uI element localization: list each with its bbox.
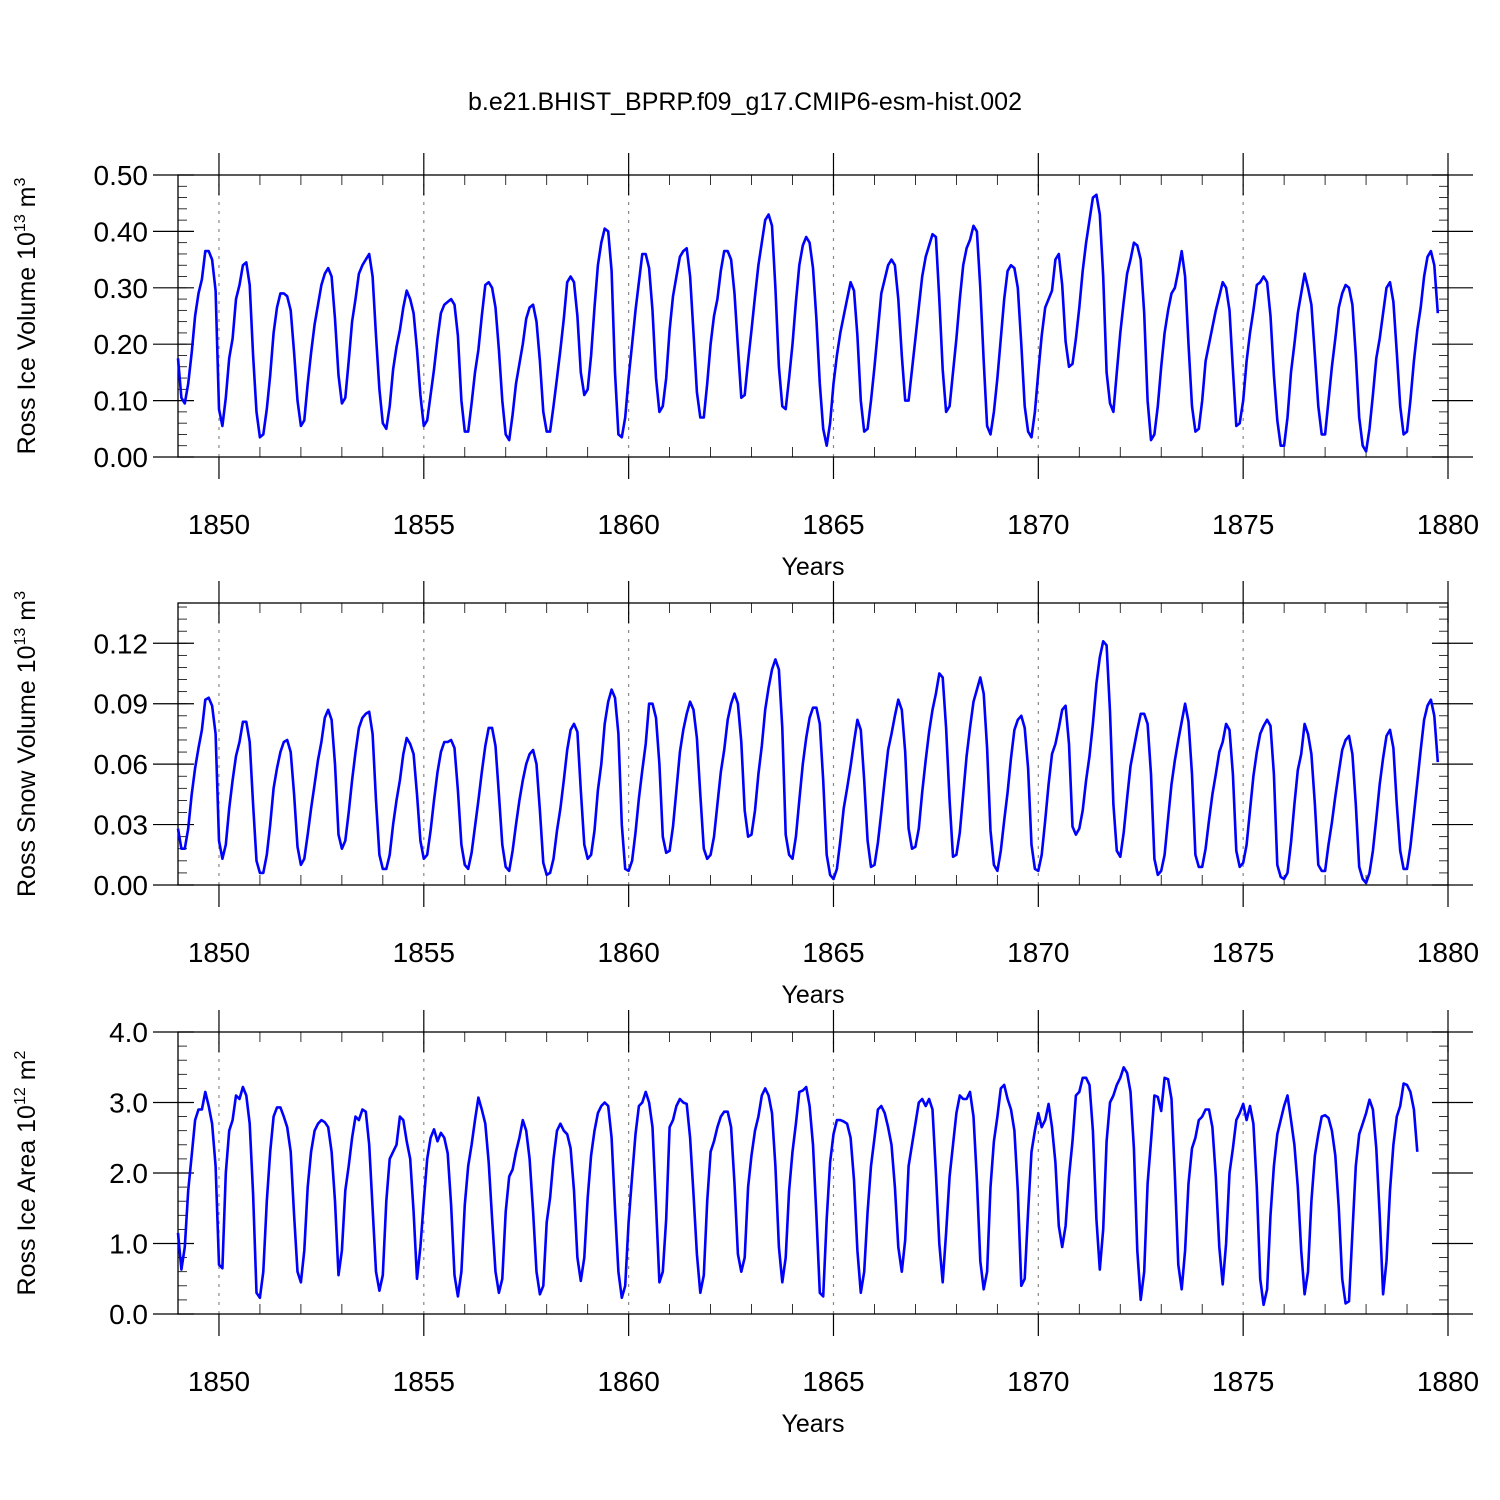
ice-area-x-tick-label: 1880 [1417, 1366, 1479, 1397]
ice-volume-y-label-text: Ross Ice Volume 10 [13, 232, 41, 454]
snow-volume-y-label-exp: 13 [12, 628, 29, 646]
ice-area-x-tick-label: 1875 [1212, 1366, 1274, 1397]
ice-volume-series-line [176, 193, 1440, 453]
snow-volume-x-tick-label: 1875 [1212, 937, 1274, 968]
snow-volume-series-line [176, 639, 1440, 885]
snow-volume-y-label-text: Ross Snow Volume 10 [13, 645, 41, 897]
ice-volume-x-tick-label: 1855 [393, 509, 455, 540]
ice-volume-x-tick-label: 1850 [188, 509, 250, 540]
snow-volume-y-tick-label: 0.00 [94, 870, 149, 901]
snow-volume-x-tick-label: 1870 [1007, 937, 1069, 968]
snow-volume-x-tick-label: 1865 [802, 937, 864, 968]
ice-area-plot-frame [177, 1031, 1449, 1315]
ice-area-x-tick-label: 1870 [1007, 1366, 1069, 1397]
ice-volume-y-axis-label: Ross Ice Volume 1013 m3 [12, 177, 41, 454]
chart-title: b.e21.BHIST_BPRP.f09_g17.CMIP6-esm-hist.… [468, 88, 1022, 116]
ice-area-y-label-exp: 12 [12, 1087, 29, 1105]
snow-volume-y-tick-label: 0.06 [94, 749, 149, 780]
snow-volume-y-axis-label: Ross Snow Volume 1013 m3 [12, 591, 41, 897]
ice-volume-y-label-unit: m [13, 186, 41, 214]
snow-volume-y-label-unit-exp: 3 [12, 591, 29, 600]
ice-area-x-tick-label: 1865 [802, 1366, 864, 1397]
ice-volume-x-tick-label: 1880 [1417, 509, 1479, 540]
ice-volume-y-label-exp: 13 [12, 214, 29, 232]
ice-area-series-line [176, 1066, 1419, 1307]
ice-volume-y-tick-label: 0.10 [94, 386, 149, 417]
snow-volume-y-label-unit: m [13, 600, 41, 628]
ice-volume-y-tick-label: 0.30 [94, 273, 149, 304]
ice-area-y-tick-label: 2.0 [109, 1158, 148, 1189]
ice-area-x-axis-label: Years [781, 1410, 844, 1438]
ice-volume-x-tick-label: 1865 [802, 509, 864, 540]
ice-area-y-label-unit: m [13, 1059, 41, 1087]
snow-volume-y-tick-label: 0.12 [94, 628, 149, 659]
ice-area-y-tick-label: 3.0 [109, 1088, 148, 1119]
snow-volume-x-tick-label: 1850 [188, 937, 250, 968]
snow-volume-plot-frame [177, 602, 1449, 886]
ice-area-x-tick-label: 1850 [188, 1366, 250, 1397]
snow-volume-y-tick-label: 0.03 [94, 810, 149, 841]
ice-volume-plot-frame [177, 174, 1449, 458]
ice-volume-y-tick-label: 0.50 [94, 160, 149, 191]
snow-volume-x-axis-label: Years [781, 981, 844, 1009]
ice-area-y-axis-label: Ross Ice Area 1012 m2 [12, 1050, 41, 1295]
ice-volume-y-label-unit-exp: 3 [12, 177, 29, 186]
ice-volume-x-tick-label: 1870 [1007, 509, 1069, 540]
panel-ice-area: 0.0 1.0 2.0 3.0 4.0 1850 1855 1860 1865 1870 1875 1… [12, 1010, 1479, 1438]
ice-volume-y-tick-label: 0.40 [94, 216, 149, 247]
ice-volume-y-tick-label: 0.00 [94, 442, 149, 473]
panel-ice-volume: 0.00 0.10 0.20 0.30 0.40 0.50 1850 1855 1860 1865… [12, 153, 1479, 581]
panel-snow-volume: 0.00 0.03 0.06 0.09 0.12 1850 1855 1860 1865 1870… [12, 581, 1479, 1009]
ice-area-y-tick-label: 4.0 [109, 1017, 148, 1048]
ice-volume-x-axis-label: Years [781, 553, 844, 581]
snow-volume-x-tick-label: 1860 [597, 937, 659, 968]
ice-volume-y-tick-label: 0.20 [94, 329, 149, 360]
snow-volume-x-tick-label: 1880 [1417, 937, 1479, 968]
ice-area-x-tick-label: 1860 [597, 1366, 659, 1397]
snow-volume-x-tick-label: 1855 [393, 937, 455, 968]
ice-volume-x-tick-label: 1875 [1212, 509, 1274, 540]
ice-area-y-tick-label: 0.0 [109, 1299, 148, 1330]
ice-area-y-label-unit-exp: 2 [12, 1050, 29, 1059]
ice-volume-x-tick-label: 1860 [597, 509, 659, 540]
ice-area-x-tick-label: 1855 [393, 1366, 455, 1397]
snow-volume-y-tick-label: 0.09 [94, 689, 149, 720]
ice-area-y-tick-label: 1.0 [109, 1229, 148, 1260]
ice-area-y-label-text: Ross Ice Area 10 [13, 1105, 41, 1295]
